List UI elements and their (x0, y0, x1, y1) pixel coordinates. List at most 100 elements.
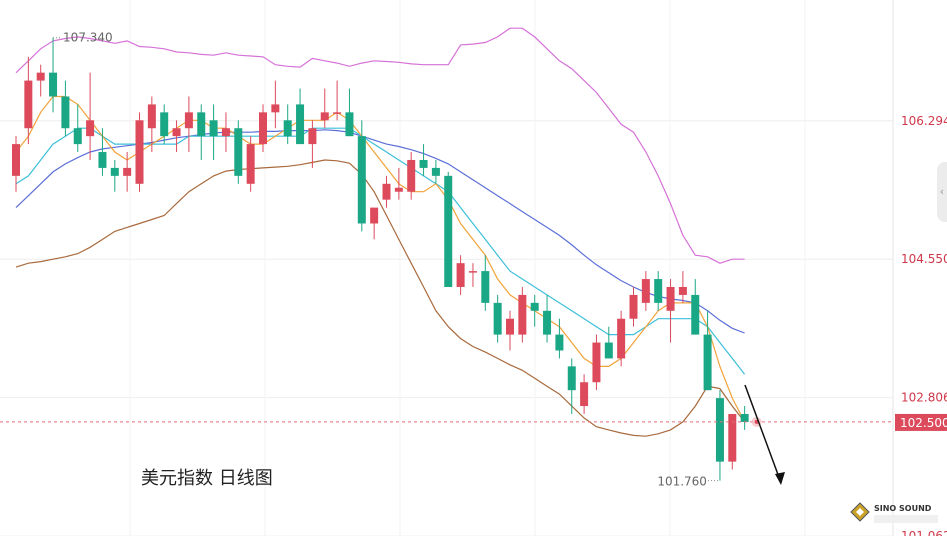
chart-title: 美元指数 日线图 (141, 468, 273, 489)
candle[interactable] (654, 271, 663, 311)
candle-body (73, 128, 82, 145)
candle[interactable] (394, 167, 403, 200)
candle[interactable] (197, 104, 206, 160)
candle[interactable] (73, 104, 82, 153)
candle-body (407, 159, 416, 192)
candle[interactable] (184, 96, 193, 153)
candle-body (135, 120, 144, 184)
candle[interactable] (86, 72, 95, 160)
candle[interactable] (407, 152, 416, 200)
candle[interactable] (61, 80, 70, 137)
candle[interactable] (444, 171, 453, 287)
y-tick-label: 104.550 (901, 252, 947, 266)
candle[interactable] (678, 271, 687, 303)
candle[interactable] (431, 159, 440, 184)
candle[interactable] (123, 152, 132, 192)
candle[interactable] (481, 255, 490, 311)
candle[interactable] (36, 64, 45, 97)
candle[interactable] (357, 120, 366, 232)
candle[interactable] (629, 286, 638, 327)
side-panel-toggle[interactable]: ‹ (937, 162, 947, 222)
candle-body (431, 167, 440, 176)
candle[interactable] (234, 120, 243, 184)
candle[interactable] (666, 279, 675, 343)
candle[interactable] (172, 120, 181, 153)
candle-body (493, 302, 502, 335)
candle-body (592, 342, 601, 383)
candle[interactable] (370, 207, 379, 240)
candle[interactable] (49, 37, 58, 113)
last-price-badge (895, 413, 947, 431)
candle[interactable] (728, 413, 737, 470)
candle[interactable] (209, 104, 218, 160)
candle[interactable] (296, 88, 305, 145)
candle-body (567, 366, 576, 391)
lower-band-line (15, 159, 746, 437)
candle[interactable] (493, 294, 502, 343)
upper-band-line (15, 27, 745, 264)
candle-body (147, 104, 156, 129)
y-tick-label: 106.294 (901, 114, 947, 128)
candle-body (382, 183, 391, 200)
candle-body (654, 279, 663, 303)
candle-body (740, 413, 749, 422)
candle-body (419, 159, 428, 168)
candle[interactable] (715, 390, 724, 481)
y-tick-label: 102.806 (901, 391, 947, 405)
candle[interactable] (468, 263, 477, 287)
candle[interactable] (604, 326, 613, 359)
candle[interactable] (641, 271, 650, 311)
candle[interactable] (543, 294, 552, 343)
candle[interactable] (703, 310, 712, 391)
candle[interactable] (567, 358, 576, 414)
candle[interactable] (506, 310, 514, 351)
candle-body (604, 342, 613, 359)
candle[interactable] (419, 144, 428, 176)
candle[interactable] (147, 96, 156, 153)
candle-body (468, 271, 477, 273)
candle[interactable] (333, 80, 342, 121)
candle[interactable] (271, 80, 280, 129)
candle[interactable] (221, 112, 230, 153)
brand-logo: SINO SOUND (850, 502, 938, 523)
candle-body (456, 263, 465, 287)
candle-body (320, 112, 329, 121)
candle-body (370, 207, 379, 224)
candle[interactable] (98, 128, 107, 176)
candle[interactable] (24, 56, 33, 145)
candle[interactable] (259, 104, 267, 153)
last-price-label: 102.500 (900, 416, 947, 430)
candle[interactable] (320, 88, 329, 129)
candle[interactable] (592, 334, 601, 391)
candle[interactable] (135, 112, 144, 192)
candle-body (61, 96, 70, 129)
candle[interactable] (555, 318, 564, 359)
candle-body (715, 398, 724, 462)
candle[interactable] (530, 294, 539, 327)
candle-body (555, 334, 564, 351)
candle-body (543, 310, 552, 335)
candle[interactable] (456, 255, 465, 295)
candle[interactable] (283, 104, 292, 145)
candle[interactable] (740, 406, 749, 430)
candle[interactable] (580, 374, 589, 414)
candle[interactable] (518, 286, 527, 343)
candle[interactable] (246, 136, 255, 192)
candle[interactable] (382, 175, 391, 208)
candles[interactable] (12, 37, 749, 481)
grid (0, 0, 894, 536)
candle[interactable] (691, 279, 700, 335)
candle-body (703, 334, 712, 391)
candle[interactable] (617, 310, 626, 367)
candle[interactable] (345, 88, 354, 137)
candle-body (172, 128, 181, 137)
candle-body (123, 167, 132, 176)
candle[interactable] (12, 136, 20, 192)
candle[interactable] (308, 120, 317, 168)
candle[interactable] (160, 104, 169, 145)
candle-body (49, 72, 58, 97)
candle-body (259, 112, 267, 145)
candle[interactable] (110, 159, 119, 192)
